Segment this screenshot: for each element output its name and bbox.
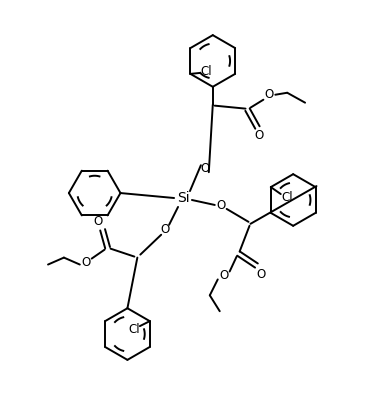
- Text: O: O: [257, 268, 266, 281]
- Text: O: O: [81, 256, 91, 269]
- Text: Cl: Cl: [281, 191, 293, 203]
- Text: O: O: [200, 162, 209, 175]
- Text: Cl: Cl: [201, 65, 212, 78]
- Text: O: O: [255, 129, 264, 142]
- Text: Cl: Cl: [128, 323, 140, 336]
- Text: O: O: [93, 215, 102, 228]
- Text: O: O: [219, 269, 228, 282]
- Text: O: O: [160, 223, 170, 236]
- Text: O: O: [265, 88, 274, 101]
- Text: O: O: [216, 199, 225, 213]
- Text: Si: Si: [177, 191, 189, 205]
